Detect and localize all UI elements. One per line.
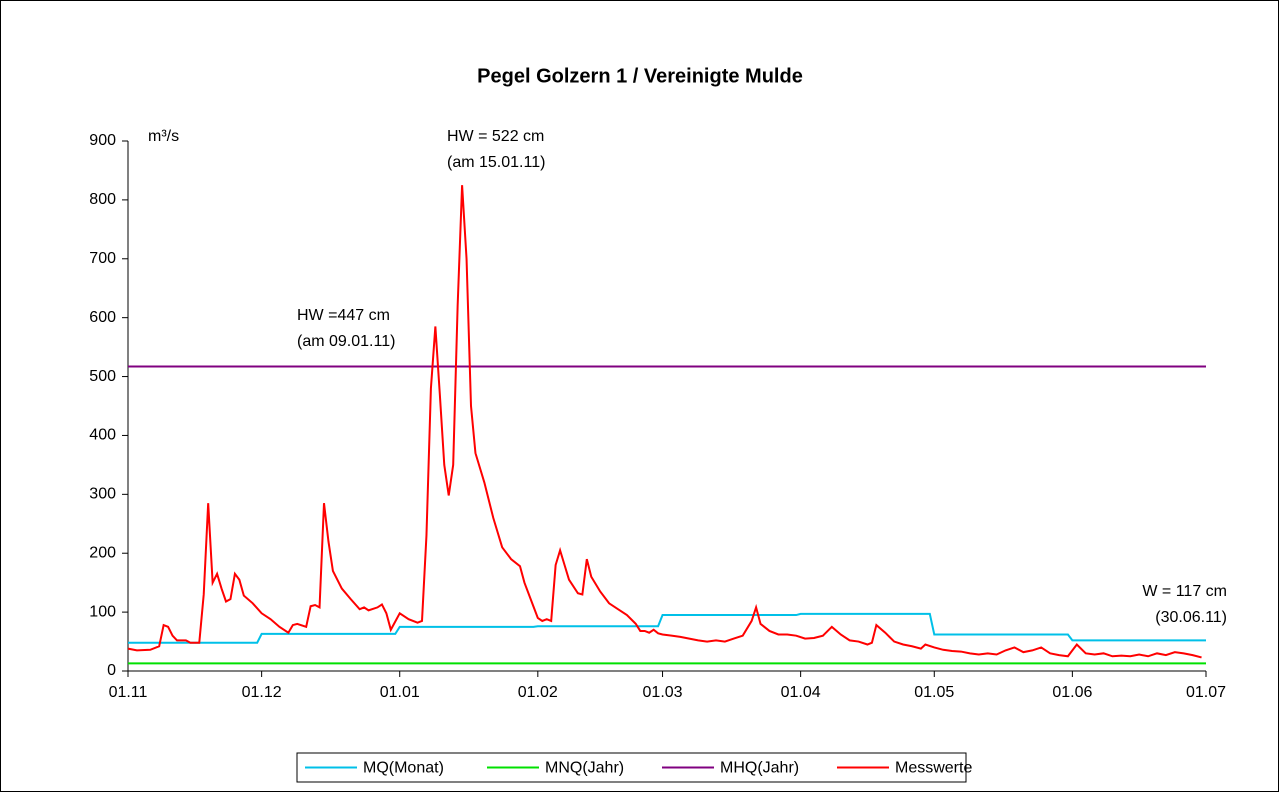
y-axis-label: m³/s bbox=[148, 128, 179, 145]
annotation: (am 09.01.11) bbox=[297, 333, 395, 350]
y-tick-label: 300 bbox=[89, 486, 116, 503]
x-tick-label: 01.05 bbox=[914, 684, 954, 701]
x-tick-label: 01.02 bbox=[518, 684, 558, 701]
annotation: HW =447 cm bbox=[297, 307, 390, 324]
legend-label: MHQ(Jahr) bbox=[720, 760, 799, 777]
annotation: (am 15.01.11) bbox=[447, 154, 545, 171]
y-tick-label: 800 bbox=[89, 191, 116, 208]
y-tick-label: 700 bbox=[89, 250, 116, 267]
y-tick-label: 500 bbox=[89, 368, 116, 385]
annotation: W = 117 cm bbox=[1142, 583, 1227, 600]
x-tick-label: 01.04 bbox=[781, 684, 821, 701]
x-tick-label: 01.03 bbox=[643, 684, 683, 701]
y-tick-label: 400 bbox=[89, 427, 116, 444]
y-tick-label: 200 bbox=[89, 544, 116, 561]
legend-label: MNQ(Jahr) bbox=[545, 760, 624, 777]
series-line bbox=[128, 612, 1206, 644]
y-tick-label: 0 bbox=[107, 662, 116, 679]
chart-title: Pegel Golzern 1 / Vereinigte Mulde bbox=[477, 65, 803, 87]
series-line bbox=[127, 185, 1202, 659]
y-tick-label: 900 bbox=[89, 132, 116, 149]
x-tick-label: 01.12 bbox=[242, 684, 282, 701]
legend-label: Messwerte bbox=[895, 760, 972, 777]
y-tick-label: 600 bbox=[89, 309, 116, 326]
annotation: (30.06.11) bbox=[1155, 609, 1227, 626]
annotation: HW = 522 cm bbox=[447, 128, 544, 145]
x-tick-label: 01.01 bbox=[380, 684, 420, 701]
legend-label: MQ(Monat) bbox=[363, 760, 444, 777]
x-tick-label: 01.07 bbox=[1186, 684, 1226, 701]
y-tick-label: 100 bbox=[89, 603, 116, 620]
x-tick-label: 01.11 bbox=[109, 684, 148, 701]
x-tick-label: 01.06 bbox=[1052, 684, 1092, 701]
